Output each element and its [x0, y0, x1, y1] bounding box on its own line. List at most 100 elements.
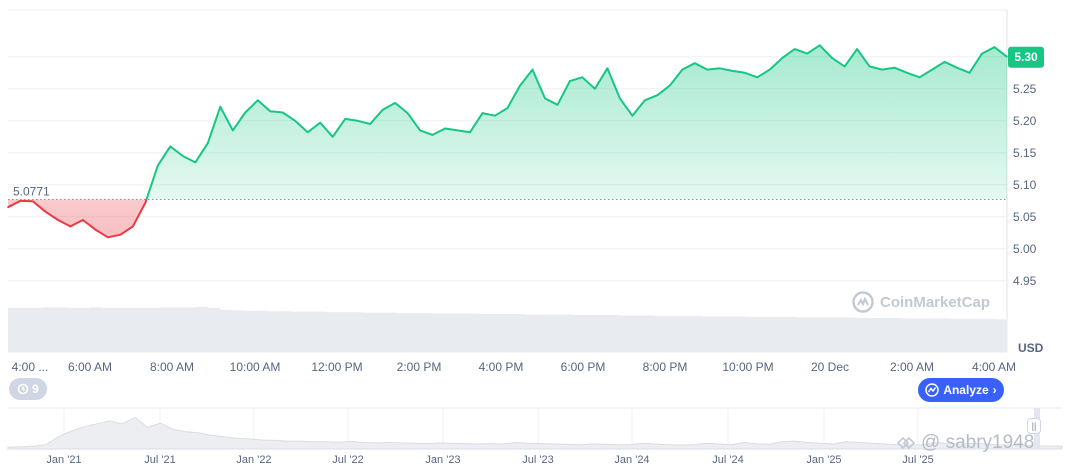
current-price: 5.30: [1008, 46, 1044, 68]
price-point: [943, 61, 946, 63]
volume-bar: [313, 311, 326, 352]
volume-bar: [607, 315, 620, 352]
volume-bar: [466, 313, 479, 352]
x-tick-label: 8:00 PM: [643, 360, 688, 374]
price-point: [506, 107, 509, 109]
volume-bar: [654, 316, 667, 352]
volume-bar: [724, 316, 738, 352]
volume-bar: [137, 307, 150, 352]
x-tick-label: 2:00 PM: [397, 360, 442, 374]
price-point: [306, 131, 309, 134]
volume-bar: [748, 316, 761, 352]
price-point: [182, 155, 184, 157]
volume-bar: [149, 307, 162, 352]
volume-bar: [395, 313, 409, 352]
analyze-button[interactable]: Analyze ›: [918, 378, 1004, 402]
price-point: [169, 145, 172, 148]
volume-bar: [525, 314, 538, 352]
navigator-label: Jul '21: [144, 454, 175, 466]
volume-bar: [971, 318, 984, 352]
price-point: [369, 123, 371, 125]
navigator-label: Jan '21: [46, 454, 81, 466]
price-point: [69, 225, 72, 228]
volume-bar: [325, 312, 338, 352]
price-point: [7, 206, 9, 208]
volume-bar: [337, 312, 350, 352]
volume-bar: [489, 314, 503, 352]
price-point: [19, 200, 22, 202]
area-fill-up: [146, 45, 1007, 200]
price-point: [793, 48, 796, 50]
price-point: [281, 111, 284, 114]
analyze-chart-icon: [925, 383, 940, 397]
price-point: [781, 57, 784, 59]
current-price-badge: [1008, 46, 1044, 68]
volume-bar: [865, 317, 879, 352]
volume-bar: [254, 310, 268, 352]
price-point: [144, 201, 147, 204]
watermark-logo: CoinMarketCap: [852, 291, 990, 313]
coinmarketcap-logo-icon: [852, 291, 874, 313]
volume-bar: [689, 316, 702, 352]
price-point: [731, 70, 734, 72]
price-point: [931, 68, 933, 71]
price-point: [119, 233, 122, 236]
volume-bar: [736, 316, 749, 352]
volume-bar: [701, 316, 714, 352]
navigator-label: Jan '25: [806, 454, 841, 466]
price-point: [669, 84, 671, 87]
watermark-username: @ sabry1948: [921, 432, 1035, 453]
price-point: [94, 228, 97, 231]
price-point: [494, 114, 496, 117]
price-point: [207, 142, 209, 144]
volume-bar: [278, 311, 291, 352]
x-tick-label: 4:00 ...: [12, 360, 49, 374]
volume-bars: [8, 306, 1008, 352]
price-point: [157, 164, 159, 167]
price-point: [269, 110, 272, 112]
y-tick-label: 5.15: [1013, 146, 1037, 160]
price-point: [294, 120, 297, 122]
x-tick-label: 4:00 PM: [479, 360, 524, 374]
volume-bar: [536, 314, 550, 352]
price-point: [644, 99, 646, 102]
price-point: [743, 72, 746, 74]
price-point: [1006, 56, 1008, 58]
volume-bar: [454, 313, 467, 352]
volume-bar: [924, 318, 937, 352]
watermark-diamond-icon: [896, 436, 916, 450]
x-tick-label: 8:00 AM: [150, 360, 194, 374]
volume-bar: [266, 311, 279, 352]
history-clock-icon: [17, 383, 29, 395]
history-button[interactable]: 9: [9, 378, 47, 400]
volume-bar: [959, 318, 973, 352]
volume-bar: [231, 310, 244, 352]
volume-bar: [818, 317, 832, 352]
area-fill-down: [8, 199, 1007, 238]
y-tick-label: 5.20: [1013, 114, 1037, 128]
price-point: [531, 68, 534, 71]
navigator-handle-icon[interactable]: ||: [1027, 418, 1041, 434]
price-point: [481, 112, 484, 114]
volume-bar: [619, 315, 632, 352]
volume-bar: [572, 315, 585, 352]
watermark-brand: CoinMarketCap: [880, 293, 991, 311]
navigator-label: Jul '25: [902, 454, 933, 466]
price-point: [331, 136, 334, 138]
price-point: [57, 219, 59, 221]
x-tick-label: 6:00 AM: [68, 360, 112, 374]
price-point: [107, 236, 109, 239]
price-point: [319, 121, 321, 124]
volume-bar: [795, 317, 808, 352]
price-point: [968, 72, 971, 74]
volume-bar: [372, 312, 385, 352]
volume-bar: [713, 316, 726, 352]
price-point: [431, 134, 434, 136]
volume-bar: [219, 309, 232, 352]
price-point: [681, 68, 684, 71]
price-point: [656, 94, 659, 96]
price-point: [44, 210, 47, 213]
price-point: [993, 46, 996, 48]
volume-bar: [196, 306, 209, 352]
